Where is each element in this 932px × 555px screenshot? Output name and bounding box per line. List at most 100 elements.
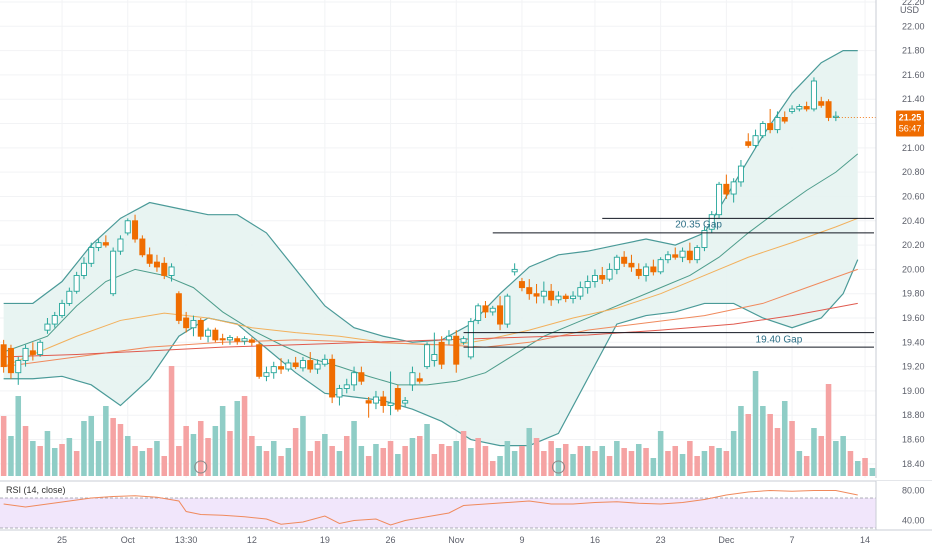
volume-bar xyxy=(774,428,781,476)
volume-bar xyxy=(263,451,270,476)
volume-bar xyxy=(322,434,328,476)
volume-bar xyxy=(161,456,168,476)
rsi-tick-labels: 80.00 40.00 xyxy=(902,486,925,526)
gap-annotation[interactable]: 20.35 Gap xyxy=(492,217,874,234)
candle xyxy=(314,359,321,374)
candle xyxy=(197,318,204,340)
price-tick-label: 22.00 xyxy=(902,21,925,31)
candle xyxy=(679,247,686,263)
candle xyxy=(591,269,598,288)
candle xyxy=(205,327,212,343)
candle xyxy=(774,111,781,134)
candle xyxy=(555,291,562,304)
volume-bar xyxy=(409,438,416,476)
candle xyxy=(708,211,715,233)
candle xyxy=(15,356,22,385)
candle xyxy=(825,99,832,122)
volume-bar xyxy=(665,451,671,476)
volume-bar xyxy=(606,456,613,476)
volume-bar xyxy=(679,454,686,476)
price-tick-label: 20.60 xyxy=(902,191,925,201)
time-axis[interactable]: 25 Oct 13:30 12 19 26 Nov 9 16 23 Dec 7 14 xyxy=(0,529,932,545)
volume-bar xyxy=(803,456,810,476)
candle xyxy=(737,160,744,187)
candle xyxy=(489,305,496,316)
volume-bar xyxy=(840,436,846,476)
last-price-tag: 21.25 56:47 xyxy=(896,110,924,137)
volume-bar xyxy=(227,431,233,476)
volume-bar xyxy=(8,436,14,476)
time-tick-label: 23 xyxy=(656,535,666,545)
volume-bar xyxy=(285,448,292,476)
candle xyxy=(533,283,540,304)
gap-annotations[interactable]: 20.35 Gap 19.40 Gap xyxy=(463,217,874,348)
volume-bar xyxy=(219,406,226,476)
candle xyxy=(168,263,175,282)
candle xyxy=(723,174,730,199)
volume-bar xyxy=(745,414,752,476)
price-axis[interactable]: USD 22.2022.0021.8021.6021.4021.2021.002… xyxy=(875,0,932,478)
candle xyxy=(292,356,299,370)
candle xyxy=(22,344,29,367)
candle xyxy=(321,354,328,367)
volume-bar xyxy=(395,454,401,476)
volume-bar xyxy=(847,451,854,476)
volume-bar xyxy=(657,431,664,476)
volume-bar xyxy=(796,451,803,476)
candle xyxy=(95,239,102,252)
volume-bar xyxy=(329,446,335,476)
countdown-label: 56:47 xyxy=(899,123,922,133)
time-tick-label: 7 xyxy=(790,535,795,545)
volume-bar xyxy=(81,421,87,476)
candle xyxy=(190,315,197,337)
candle xyxy=(351,366,358,391)
volume-bar xyxy=(730,431,737,476)
volume-bar xyxy=(548,441,554,476)
candle xyxy=(467,318,474,360)
gap-annotation[interactable]: 19.40 Gap xyxy=(463,332,874,348)
candle xyxy=(372,390,379,410)
candle xyxy=(132,214,139,243)
volume-bar xyxy=(570,454,576,476)
volume-bar xyxy=(270,441,277,476)
volume-bar xyxy=(760,406,766,476)
volume-bar xyxy=(351,421,357,476)
volume-bar xyxy=(212,426,219,476)
volume-bar xyxy=(380,448,387,476)
candle xyxy=(285,359,292,372)
candle xyxy=(562,293,569,303)
candle xyxy=(153,254,160,272)
candle xyxy=(686,242,693,264)
volume-marker xyxy=(194,460,208,474)
volume-bar xyxy=(818,436,825,476)
time-tick-label: Nov xyxy=(448,535,465,545)
candle xyxy=(219,333,226,345)
time-tick-label: 9 xyxy=(519,535,524,545)
volume-bar xyxy=(621,448,627,476)
rsi-pane[interactable]: RSI (14, close) 80.00 40.00 xyxy=(0,480,932,530)
candle xyxy=(402,397,409,407)
candle xyxy=(482,300,489,318)
volume-bar xyxy=(643,448,649,476)
candle xyxy=(745,133,752,148)
candle xyxy=(672,247,679,260)
price-tick-label: 21.80 xyxy=(902,46,925,56)
candle xyxy=(139,235,146,258)
time-tick-label: 26 xyxy=(386,535,396,545)
candles xyxy=(0,77,876,418)
candle xyxy=(66,287,73,306)
price-tick-label: 19.80 xyxy=(902,289,925,299)
volume-bar xyxy=(103,406,109,476)
rsi-tick-label: 80.00 xyxy=(902,486,925,496)
volume-bar xyxy=(22,426,29,476)
volume-bar xyxy=(146,448,153,476)
volume-bar xyxy=(833,441,839,476)
volume-bar xyxy=(672,446,679,476)
volume-bar xyxy=(416,436,423,476)
volume-bar xyxy=(44,431,51,476)
volume-bar xyxy=(73,451,80,476)
volume-bar xyxy=(854,461,861,476)
volume-bar xyxy=(577,446,584,476)
